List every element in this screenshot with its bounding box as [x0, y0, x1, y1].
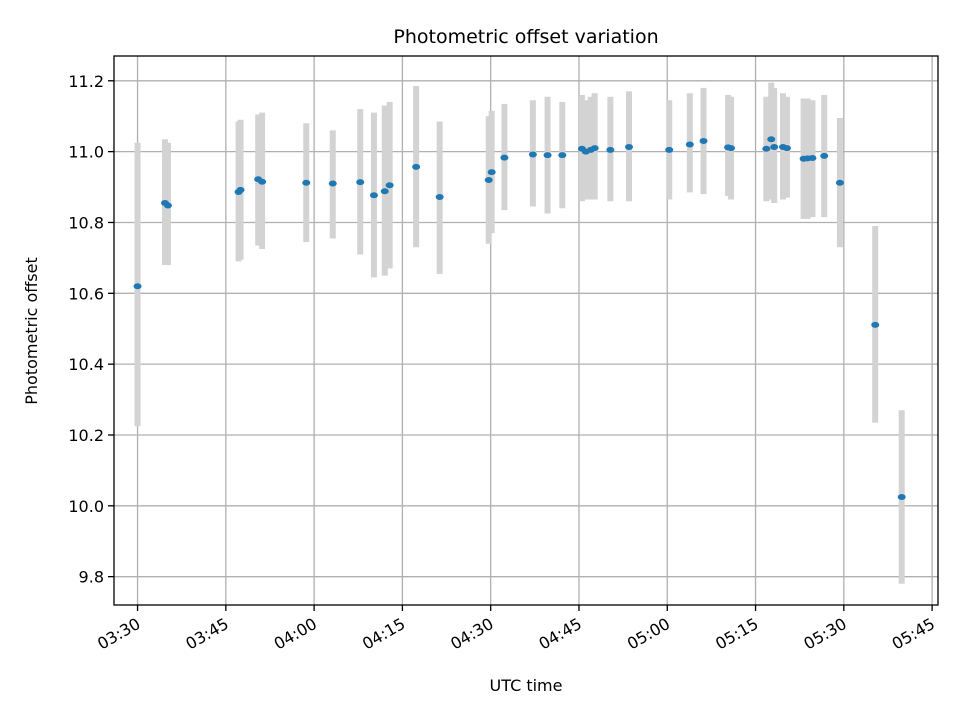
- data-point: [871, 321, 880, 328]
- data-point: [369, 192, 378, 199]
- data-point: [487, 169, 496, 176]
- data-point: [435, 193, 444, 200]
- x-axis-label: UTC time: [490, 676, 563, 695]
- y-tick-label: 10.8: [68, 213, 104, 232]
- data-point: [770, 144, 779, 151]
- data-point: [133, 283, 142, 290]
- y-tick-label: 10.6: [68, 284, 104, 303]
- data-point: [762, 145, 771, 152]
- plot-frame: [113, 55, 939, 606]
- y-tick-label: 11.0: [68, 143, 104, 162]
- data-point: [808, 155, 817, 162]
- data-point: [590, 145, 599, 152]
- data-point: [685, 141, 694, 148]
- data-point: [380, 188, 389, 195]
- y-axis-label: Photometric offset: [22, 257, 41, 405]
- data-point: [356, 179, 365, 186]
- data-point: [665, 146, 674, 153]
- data-point: [328, 180, 337, 187]
- data-point: [484, 176, 493, 183]
- data-points: [133, 136, 906, 500]
- y-tick-label: 10.0: [68, 497, 104, 516]
- y-axis-ticks: 9.8 10.0 10.2 10.4 10.6 10.8 11.0 11.2: [68, 72, 114, 587]
- data-point: [412, 163, 421, 170]
- data-point: [163, 202, 172, 209]
- data-point: [236, 186, 245, 193]
- data-point: [302, 179, 311, 186]
- data-point: [385, 182, 394, 189]
- data-point: [606, 146, 615, 153]
- y-tick-label: 10.4: [68, 355, 104, 374]
- data-point: [558, 152, 567, 159]
- data-point: [258, 178, 267, 185]
- data-point: [727, 145, 736, 152]
- data-point: [500, 154, 509, 161]
- data-point: [897, 493, 906, 500]
- data-point: [820, 152, 829, 159]
- data-point: [543, 152, 552, 159]
- data-point: [767, 136, 776, 143]
- y-tick-label: 10.2: [68, 426, 104, 445]
- y-tick-label: 9.8: [79, 568, 104, 587]
- data-point: [782, 145, 791, 152]
- data-point: [625, 144, 633, 151]
- data-point: [835, 179, 844, 186]
- data-point: [699, 138, 708, 145]
- chart-title: Photometric offset variation: [393, 26, 658, 48]
- y-tick-label: 11.2: [68, 72, 104, 91]
- data-point: [528, 151, 537, 158]
